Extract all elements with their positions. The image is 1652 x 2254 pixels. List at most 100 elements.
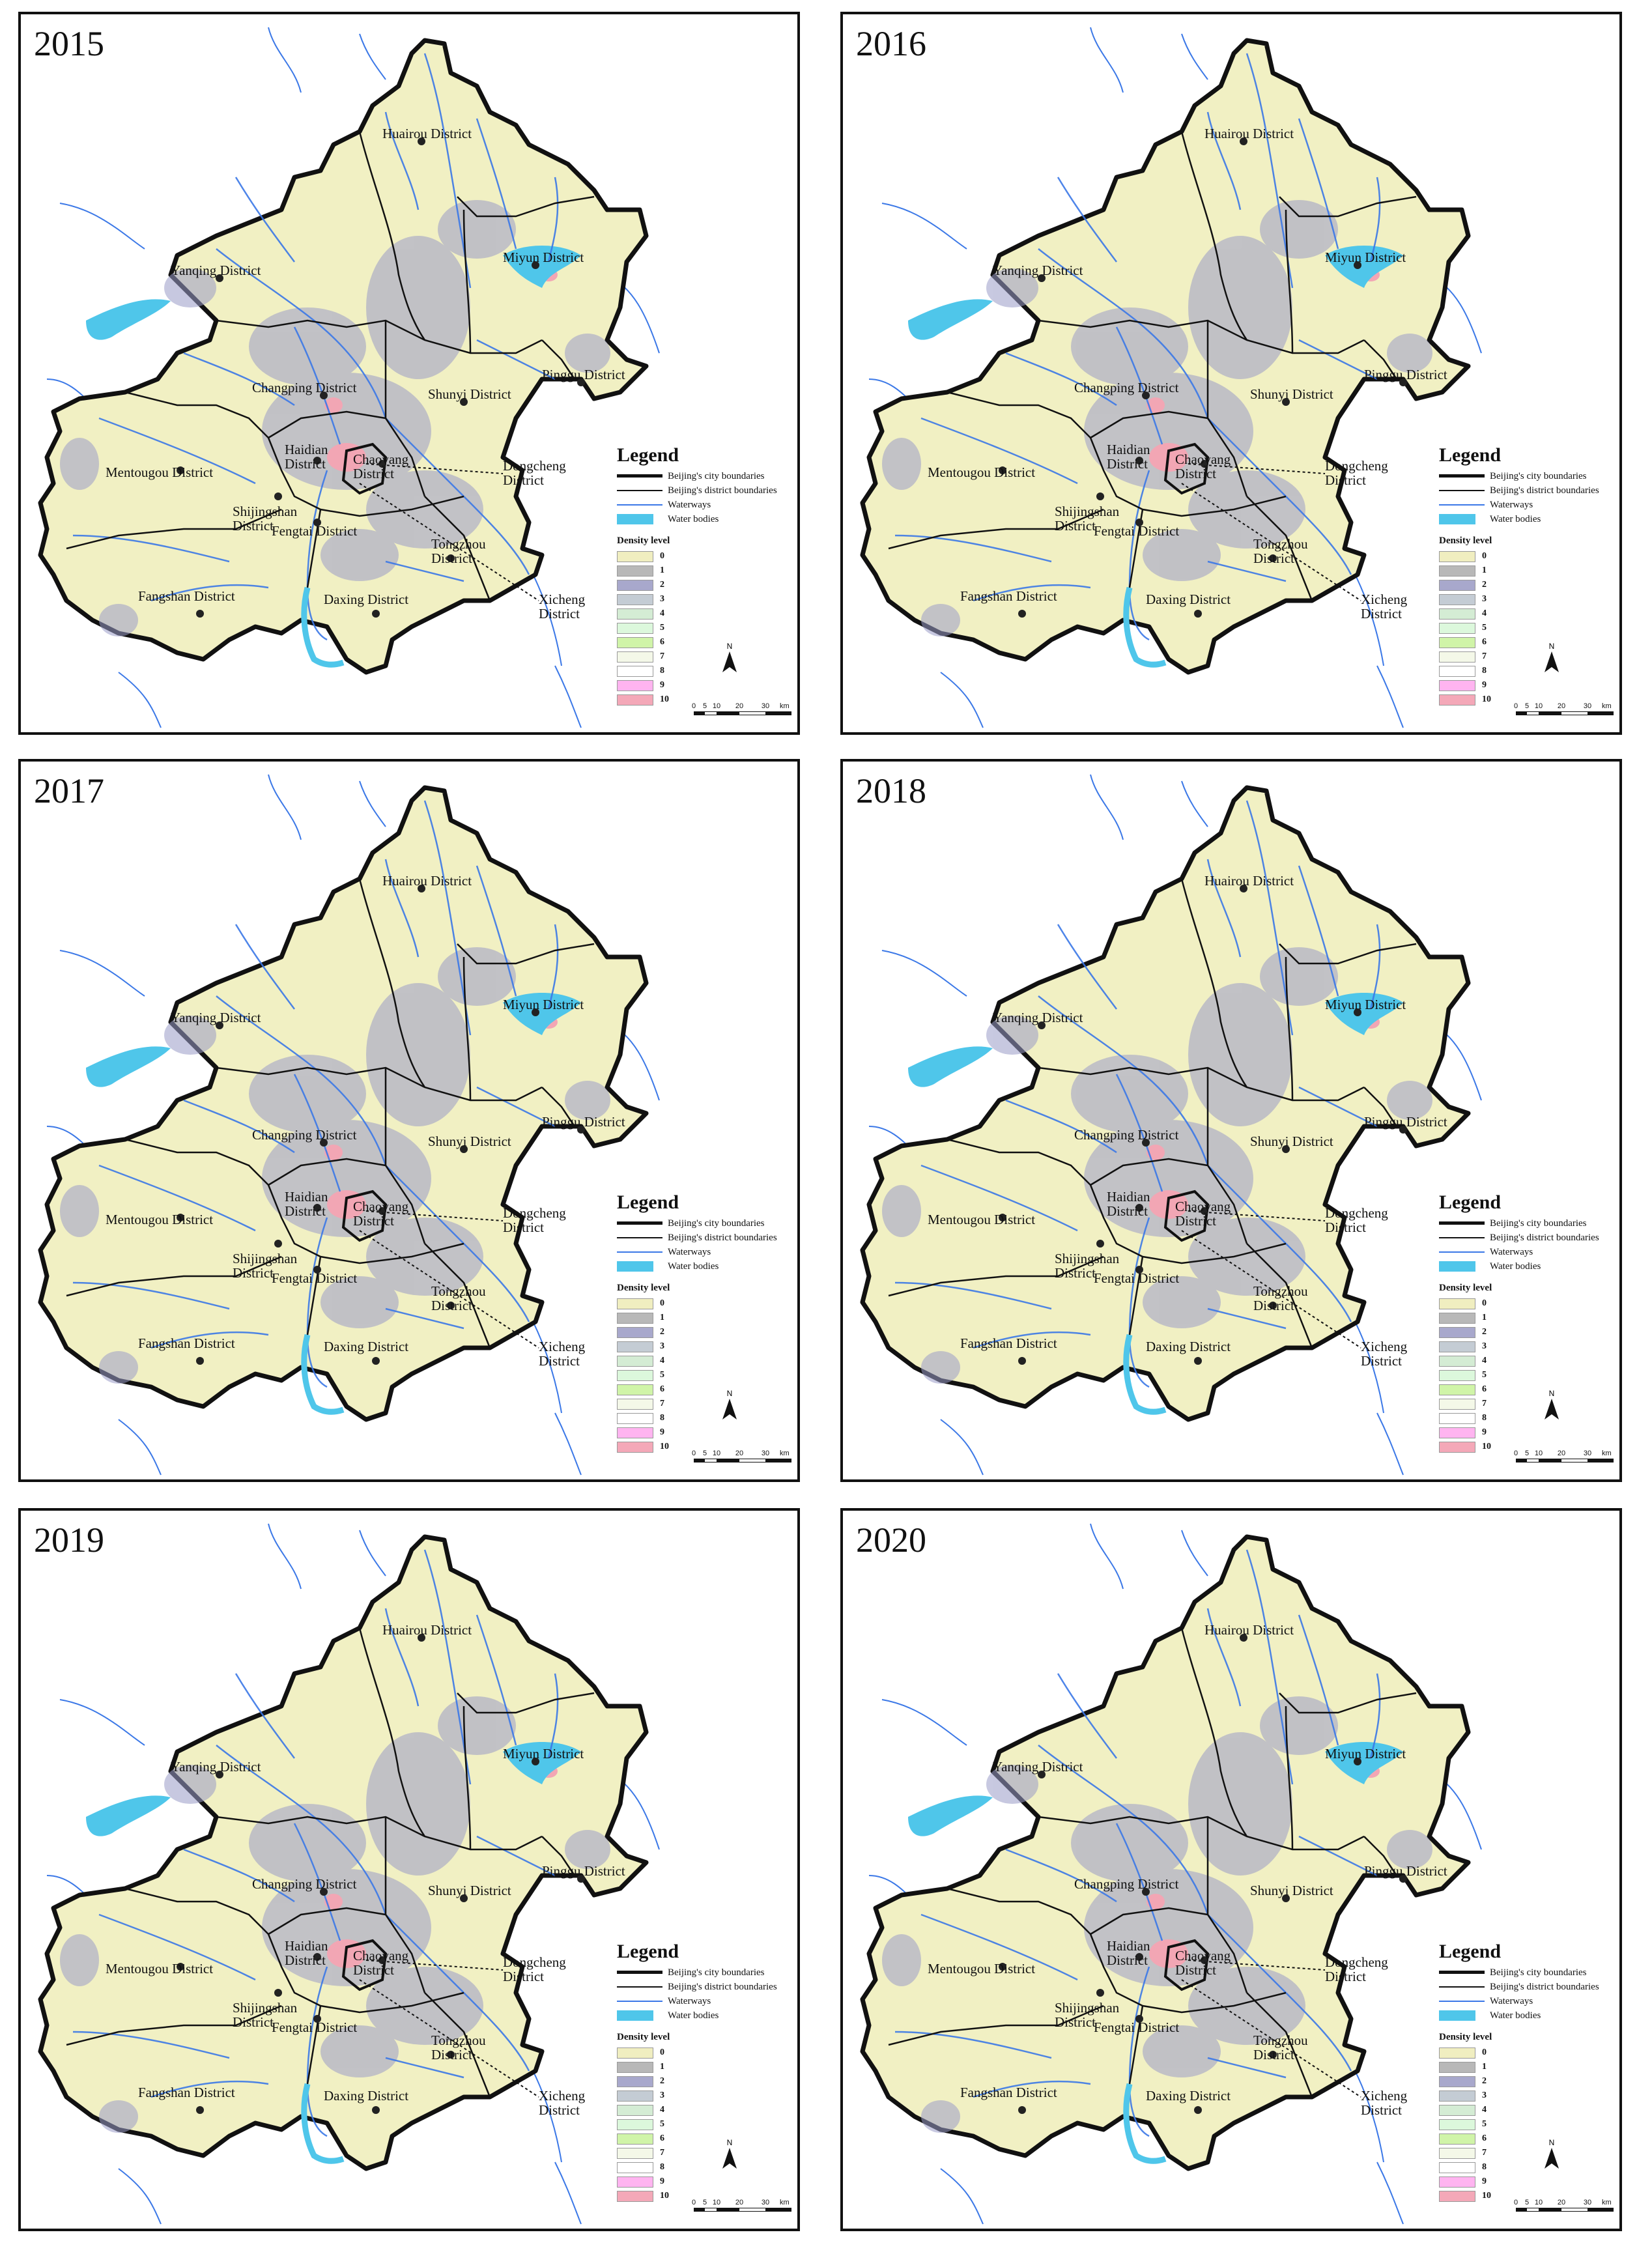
district-label-shunyi: Shunyi District [1250, 1134, 1333, 1149]
guanting-reservoir [908, 1046, 993, 1087]
district-label-yanqing: Yanqing District [171, 263, 261, 278]
district-label-fangshan: Fangshan District [138, 1335, 235, 1351]
density-level-label: 2 [660, 1327, 664, 1337]
north-label: N [1549, 1389, 1555, 1398]
district-boundaries [888, 131, 1417, 601]
district-label-mentougou: Mentougou District [928, 1961, 1035, 1976]
legend: Legend Beijing's city boundaries Beijing's… [1439, 1191, 1615, 1454]
district-label-pinggu: Pinggu District [1364, 1114, 1447, 1130]
scale-tick: 20 [1558, 702, 1565, 710]
scale-tick: 20 [1558, 2199, 1565, 2206]
density-overlay [60, 947, 610, 1384]
legend-item-label: Waterways [1490, 1995, 1533, 2006]
yongding-river [1123, 586, 1167, 668]
waterways [894, 800, 1381, 1388]
district-label-changping: Changping District [1074, 380, 1179, 395]
legend-item-label: Water bodies [1490, 2010, 1541, 2021]
legend-title: Legend [1439, 444, 1502, 466]
beijing-map: Huairou District Miyun District Yanqing Di… [860, 774, 1482, 1476]
district-label-dongcheng: Dongcheng District [1325, 1954, 1388, 1984]
legend-item-label: Beijing's district boundaries [1490, 1232, 1599, 1243]
district-label-fangshan: Fangshan District [960, 1335, 1057, 1351]
district-centroids [177, 137, 585, 618]
district-label-shijingshan: Shijingshan District [1055, 1251, 1120, 1281]
scale-tick: 30 [762, 1449, 769, 1457]
density-level-label: 5 [1482, 1370, 1487, 1380]
density-level-7: 7 [617, 2146, 793, 2160]
district-label-shunyi: Shunyi District [428, 1883, 511, 1898]
district-label-shijingshan: Shijingshan District [233, 504, 298, 534]
density-level-6: 6 [617, 2132, 793, 2146]
scale-tick: 5 [703, 1449, 707, 1457]
density-level-2: 2 [617, 1325, 793, 1339]
legend-item-label: Waterways [668, 1995, 711, 2006]
scale-tick: 10 [713, 702, 720, 710]
density-level-10: 10 [617, 692, 793, 707]
density-level-label: 6 [1482, 637, 1487, 647]
north-arrow-icon: N [722, 2138, 737, 2169]
density-level-label: 2 [1482, 580, 1487, 590]
legend-item-label: Water bodies [668, 2010, 719, 2021]
legend-item-label: Waterways [668, 1246, 711, 1257]
district-label-xicheng: Xicheng District [1361, 1339, 1408, 1369]
district-label-haidian: Haidian District [285, 442, 328, 472]
district-label-pinggu: Pinggu District [1364, 1863, 1447, 1879]
density-level-label: 5 [1482, 2119, 1487, 2129]
density-level-3: 3 [1439, 1339, 1615, 1354]
district-label-dongcheng: Dongcheng District [503, 458, 566, 488]
density-level-label: 9 [1482, 1427, 1487, 1437]
density-level-label: 7 [660, 2148, 664, 2158]
district-label-dongcheng: Dongcheng District [1325, 458, 1388, 488]
district-label-chaoyang: Chaoyang District [1175, 451, 1231, 481]
density-level-label: 9 [1482, 2176, 1487, 2186]
district-label-pinggu: Pinggu District [542, 1863, 625, 1879]
legend-item-label: Beijing's city boundaries [668, 470, 765, 481]
district-label-dongcheng: Dongcheng District [503, 1954, 566, 1984]
district-label-tongzhou: Tongzhou District [431, 2033, 486, 2062]
yongding-river [301, 2083, 345, 2164]
district-label-xicheng: Xicheng District [1361, 592, 1408, 621]
legend-district-boundaries: Beijing's district boundaries [1439, 1980, 1615, 1994]
district-label-shunyi: Shunyi District [1250, 1883, 1333, 1898]
density-overlay [60, 200, 610, 636]
legend-item-label: Beijing's city boundaries [1490, 1218, 1587, 1229]
district-label-mentougou: Mentougou District [106, 1212, 213, 1227]
scale-tick: 30 [1584, 2199, 1591, 2206]
density-level-label: 1 [1482, 1313, 1487, 1322]
density-level-label: 9 [660, 1427, 664, 1437]
density-level-9: 9 [1439, 1425, 1615, 1440]
density-level-label: 1 [660, 2062, 664, 2072]
density-level-5: 5 [1439, 1368, 1615, 1382]
legend-waterways: Waterways [617, 1245, 793, 1259]
density-level-9: 9 [1439, 2175, 1615, 2189]
density-level-7: 7 [617, 1397, 793, 1411]
scale-tick: 10 [1535, 702, 1543, 710]
map-panel-2015: Huairou District Miyun District Yanqing Di… [18, 12, 800, 735]
density-level-label: 3 [1482, 1341, 1487, 1351]
yongding-river [301, 586, 345, 668]
density-level-10: 10 [1439, 2189, 1615, 2203]
density-level-title: Density level [1439, 535, 1492, 546]
density-level-7: 7 [1439, 2146, 1615, 2160]
legend-item-label: Beijing's district boundaries [668, 1981, 777, 1992]
density-level-6: 6 [617, 635, 793, 649]
density-level-0: 0 [1439, 2046, 1615, 2060]
density-level-label: 7 [1482, 1399, 1487, 1408]
district-centroids [999, 137, 1407, 618]
scale-tick: 20 [735, 702, 743, 710]
district-label-shunyi: Shunyi District [428, 386, 511, 402]
density-level-label: 10 [1482, 694, 1491, 704]
legend-district-boundaries: Beijing's district boundaries [617, 1231, 793, 1245]
legend-waterways: Waterways [617, 498, 793, 512]
legend-item-label: Water bodies [1490, 513, 1541, 524]
density-level-label: 0 [1482, 2047, 1487, 2057]
district-label-tongzhou: Tongzhou District [431, 1283, 486, 1313]
district-label-shunyi: Shunyi District [428, 1134, 511, 1149]
district-label-fangshan: Fangshan District [960, 2085, 1057, 2100]
density-level-label: 3 [660, 594, 664, 604]
miyun-reservoir [1325, 993, 1403, 1035]
legend-water-bodies: Water bodies [617, 2008, 793, 2023]
district-label-mentougou: Mentougou District [928, 1212, 1035, 1227]
legend-item-label: Beijing's city boundaries [668, 1967, 765, 1978]
district-label-xicheng: Xicheng District [539, 592, 586, 621]
